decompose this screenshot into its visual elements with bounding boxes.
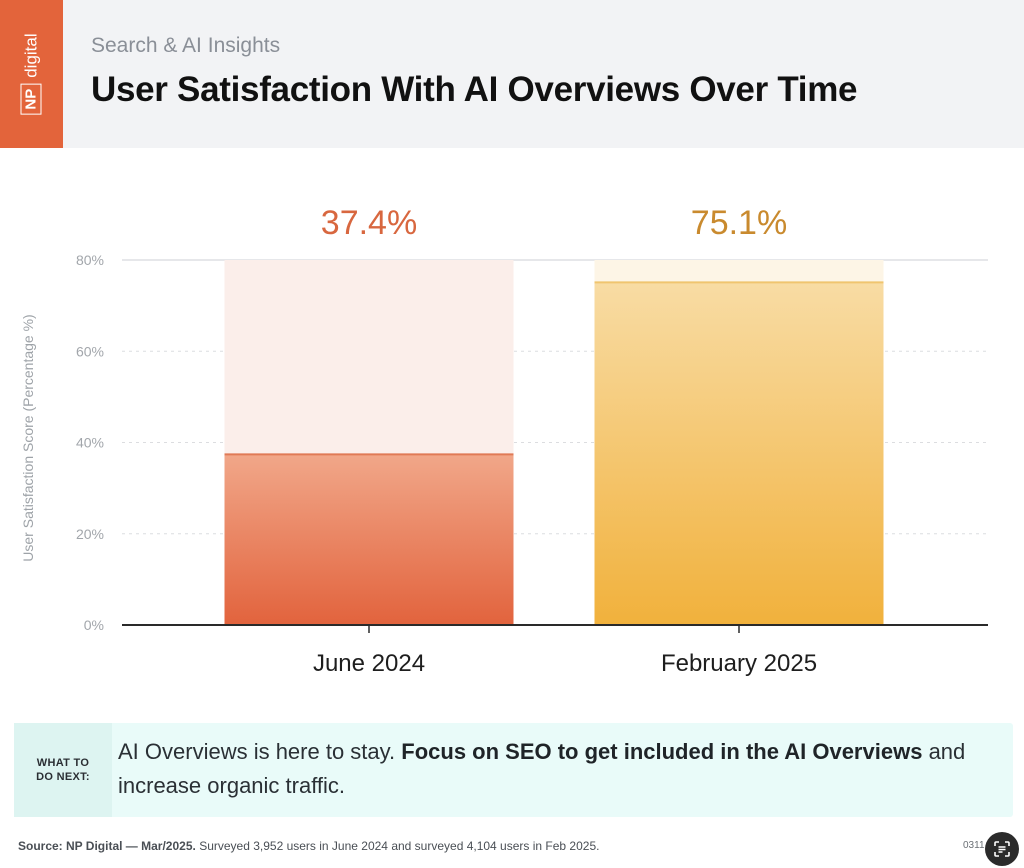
chart-code: 0311 (963, 840, 985, 851)
bar-chart: 0% 20% 40% 60% 80% 37.4% June 2024 75.1% Februar… (20, 204, 988, 677)
bar (224, 454, 514, 625)
y-tick-label: 20% (76, 526, 104, 542)
callout-text-bold: Focus on SEO to get included in the AI O… (401, 739, 923, 764)
scan-text-icon (994, 841, 1010, 857)
source-text: Surveyed 3,952 users in June 2024 and su… (199, 839, 600, 853)
page-title: User Satisfaction With AI Overviews Over… (91, 70, 858, 109)
callout-label-line1: WHAT TO (36, 757, 90, 769)
x-category-label: June 2024 (313, 650, 425, 677)
y-axis-label: User Satisfaction Score (Percentage %) (20, 314, 36, 561)
logo-digital: digital (21, 33, 40, 78)
y-tick-label: 80% (76, 252, 104, 268)
data-label: 75.1% (691, 204, 787, 242)
y-tick-label: 0% (84, 617, 104, 633)
np-digital-logo: NP digital (0, 0, 63, 148)
what-to-do-next-callout: WHAT TO DO NEXT: AI Overviews is here to… (14, 723, 1013, 817)
y-tick-label: 40% (76, 435, 104, 451)
scan-text-button[interactable] (985, 832, 1019, 866)
header: NP digital Search & AI Insights User Sat… (0, 0, 1024, 148)
source-note: Source: NP Digital — Mar/2025. Surveyed … (18, 839, 599, 853)
callout-label: WHAT TO DO NEXT: (14, 723, 112, 817)
source-bold: Source: NP Digital — Mar/2025. (18, 839, 196, 853)
logo-np: NP (20, 83, 42, 115)
bar (594, 282, 884, 625)
callout-text-end: and increase organic traffic. (118, 739, 966, 798)
subtitle: Search & AI Insights (91, 34, 281, 57)
callout-text-plain: AI Overviews is here to stay. (118, 739, 396, 764)
x-category-label: February 2025 (661, 650, 817, 677)
callout-text: AI Overviews is here to stay. Focus on S… (118, 735, 998, 803)
y-tick-label: 60% (76, 343, 104, 359)
data-label: 37.4% (321, 204, 417, 242)
callout-label-line2: DO NEXT: (36, 771, 90, 783)
